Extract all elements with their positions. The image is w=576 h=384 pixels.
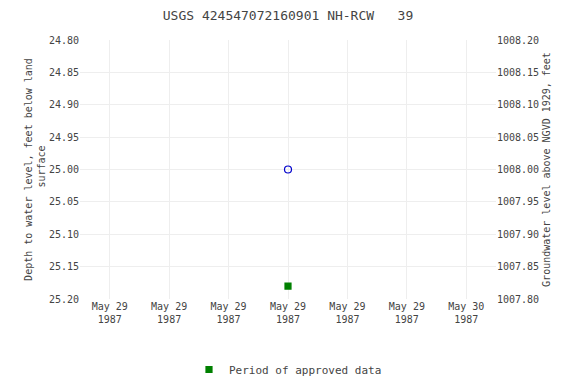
svg-text:May 291987: May 291987 [329,301,365,325]
svg-text:Depth to water level, feet bel: Depth to water level, feet below land su… [23,58,47,281]
svg-text:25.15: 25.15 [49,261,79,272]
svg-text:1007.80: 1007.80 [497,294,539,305]
svg-text:25.05: 25.05 [49,196,79,207]
svg-text:1007.90: 1007.90 [497,229,539,240]
svg-text:24.85: 24.85 [49,67,79,78]
svg-text:25.10: 25.10 [49,229,79,240]
svg-text:1008.15: 1008.15 [497,67,539,78]
svg-text:May 291987: May 291987 [389,301,425,325]
svg-text:1008.20: 1008.20 [497,35,539,46]
svg-text:1008.10: 1008.10 [497,99,539,110]
svg-text:May 291987: May 291987 [270,301,306,325]
svg-text:1007.95: 1007.95 [497,196,539,207]
svg-text:May 291987: May 291987 [151,301,187,325]
svg-text:1007.85: 1007.85 [497,261,539,272]
svg-text:May 291987: May 291987 [92,301,128,325]
svg-text:May 291987: May 291987 [211,301,247,325]
svg-text:24.95: 24.95 [49,132,79,143]
svg-text:24.80: 24.80 [49,35,79,46]
svg-text:1008.00: 1008.00 [497,164,539,175]
svg-text:Groundwater level above NGVD 1: Groundwater level above NGVD 1929, feet [541,52,552,287]
svg-text:May 301987: May 301987 [448,301,484,325]
svg-text:Period of approved data: Period of approved data [229,364,381,377]
svg-text:25.00: 25.00 [49,164,79,175]
svg-text:25.20: 25.20 [49,294,79,305]
svg-text:1008.05: 1008.05 [497,132,539,143]
svg-text:USGS 424547072160901 NH-RCW: USGS 424547072160901 NH-RCW 39 [163,8,413,23]
svg-text:24.90: 24.90 [49,99,79,110]
